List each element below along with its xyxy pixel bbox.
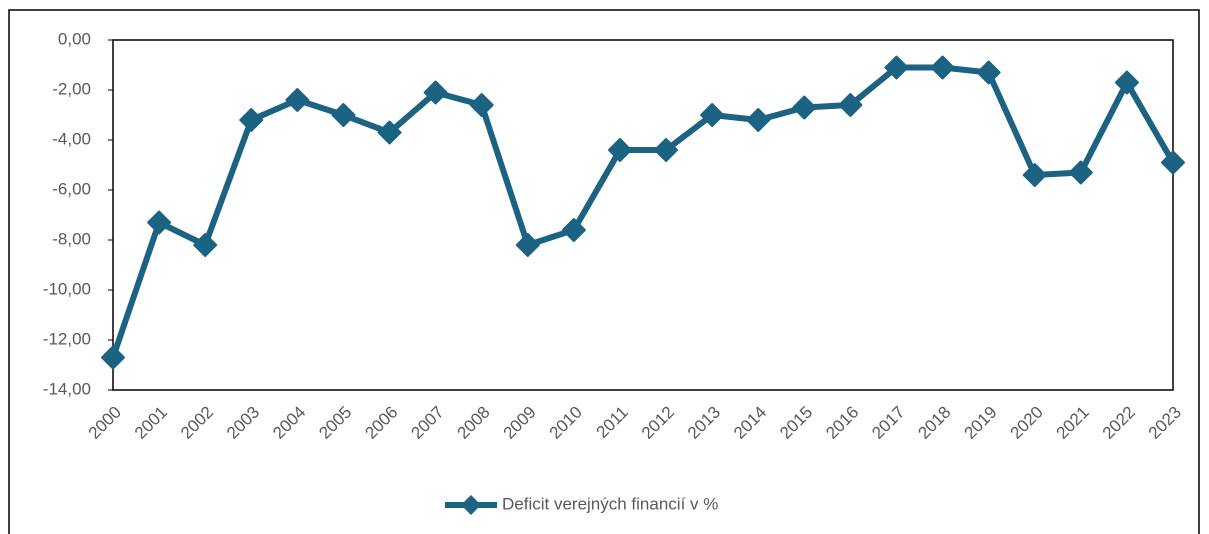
marker — [285, 88, 310, 112]
x-tick-label: 2001 — [131, 403, 171, 443]
marker — [561, 218, 586, 242]
marker — [654, 138, 679, 162]
marker — [101, 345, 125, 370]
x-tick-label: 2007 — [407, 403, 447, 443]
x-tick-label: 2005 — [315, 403, 355, 443]
x-tick-label: 2004 — [269, 403, 309, 443]
y-tick-label: 0,00 — [58, 29, 91, 48]
y-tick-label: -14,00 — [43, 379, 91, 398]
marker — [746, 108, 771, 132]
x-tick-label: 2008 — [454, 403, 494, 443]
x-tick-label: 2021 — [1053, 403, 1093, 443]
x-tick-label: 2017 — [868, 403, 908, 443]
marker — [1068, 160, 1093, 185]
x-tick-label: 2003 — [223, 403, 263, 443]
marker — [884, 55, 909, 80]
y-tick-label: -8,00 — [52, 229, 91, 248]
x-tick-label: 2010 — [546, 403, 586, 443]
x-tick-label: 2019 — [960, 403, 1000, 443]
marker — [607, 138, 632, 162]
marker — [331, 103, 356, 127]
marker — [930, 55, 955, 80]
legend-marker — [461, 495, 481, 515]
marker — [377, 120, 402, 145]
marker — [1022, 163, 1047, 187]
marker — [147, 210, 172, 235]
x-tick-label: 2006 — [361, 403, 401, 443]
marker — [700, 103, 725, 127]
x-tick-label: 2023 — [1145, 403, 1185, 443]
frame — [8, 9, 1200, 534]
y-tick-label: -10,00 — [43, 279, 91, 298]
x-tick-label: 2014 — [730, 403, 770, 443]
x-tick-label: 2015 — [776, 403, 816, 443]
x-tick-label: 2009 — [500, 403, 540, 443]
marker — [976, 60, 1001, 85]
x-tick-label: 2011 — [593, 403, 632, 442]
series-line — [110, 64, 1176, 359]
marker — [423, 80, 448, 105]
x-tick-label: 2020 — [1007, 403, 1047, 443]
marker — [1114, 70, 1139, 95]
y-tick-label: -4,00 — [52, 129, 91, 148]
marker — [193, 233, 218, 257]
y-tick-label: -2,00 — [52, 79, 91, 98]
x-tick-label: 2022 — [1099, 403, 1139, 443]
x-tick-label: 2000 — [85, 403, 125, 443]
legend-label: Deficit verejných financií v % — [502, 494, 718, 513]
x-tick-label: 2018 — [914, 403, 954, 443]
marker — [239, 108, 264, 132]
marker — [838, 93, 863, 117]
marker — [1161, 150, 1185, 175]
y-tick-label: -6,00 — [52, 179, 91, 198]
x-tick-label: 2016 — [822, 403, 862, 443]
x-tick-label: 2012 — [638, 403, 678, 443]
x-tick-label: 2002 — [177, 403, 217, 443]
y-tick-label: -12,00 — [43, 329, 91, 348]
marker — [792, 95, 817, 120]
marker — [469, 93, 494, 117]
plot-border — [112, 39, 1174, 391]
x-tick-label: 2013 — [684, 403, 724, 443]
marker — [515, 233, 540, 257]
